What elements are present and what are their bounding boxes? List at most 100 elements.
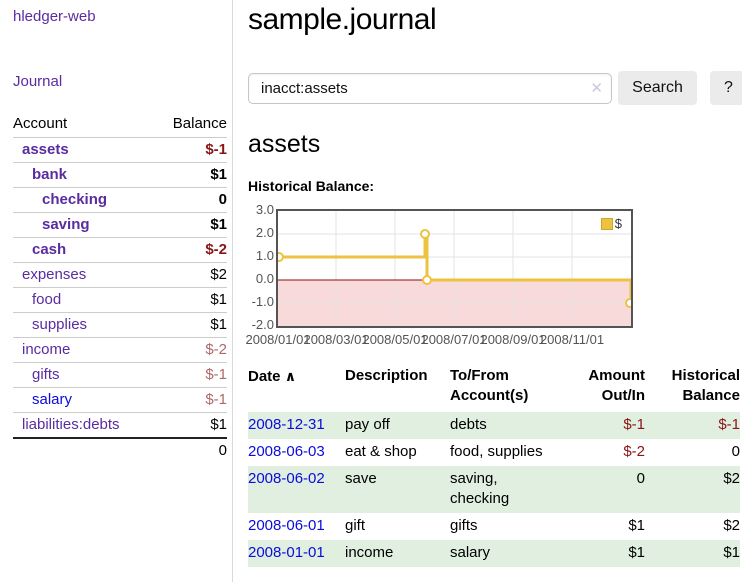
account-row: checking 0 [13, 187, 227, 213]
x-tick: 2008/07/01 [421, 332, 487, 347]
series-swatch-icon [600, 217, 613, 230]
transaction-accounts: saving, checking [450, 466, 560, 513]
y-tick: 3.0 [255, 202, 274, 217]
account-row: expenses $2 [13, 262, 227, 288]
sidebar-account-food[interactable]: food [32, 291, 62, 308]
chart-legend: $ [600, 216, 622, 231]
x-tick: 2008/05/01 [362, 332, 428, 347]
transaction-balance: $1 [645, 540, 740, 567]
account-row: gifts $-1 [13, 362, 227, 388]
transaction-description: pay off [345, 412, 450, 439]
account-row: saving $1 [13, 212, 227, 238]
transaction-amount: $-1 [560, 412, 645, 439]
search-bar: ✕ Search ? [248, 71, 742, 105]
transaction-description: save [345, 466, 450, 513]
balance-column-header: Balance [154, 111, 227, 138]
account-balance: $-2 [154, 337, 227, 363]
sidebar-account-gifts[interactable]: gifts [32, 366, 60, 383]
x-tick: 2008/03/01 [303, 332, 369, 347]
sidebar-account-supplies[interactable]: supplies [32, 316, 88, 333]
register-header-row: Date ∧ Description To/From Account(s) Am… [248, 364, 740, 412]
clear-search-icon[interactable]: ✕ [590, 79, 603, 97]
account-row: cash $-2 [13, 237, 227, 263]
y-tick: -2.0 [251, 317, 274, 332]
accounts-total-value: 0 [154, 437, 227, 463]
page-title: sample.journal [248, 3, 437, 36]
account-balance: $1 [154, 312, 227, 338]
account-balance: $-1 [154, 362, 227, 388]
account-row: assets $-1 [13, 137, 227, 163]
y-tick: -1.0 [251, 294, 274, 309]
account-balance: 0 [154, 187, 227, 213]
historical-balance-chart: 3.0 2.0 1.0 0.0 -1.0 -2.0 [245, 202, 728, 347]
transaction-amount: $1 [628, 517, 645, 534]
accounts-total-row: 0 [13, 437, 227, 463]
transaction-balance: 0 [731, 443, 740, 460]
transaction-date-link[interactable]: 2008-06-03 [248, 443, 325, 460]
transaction-description: gift [345, 517, 366, 534]
series-label: $ [614, 216, 622, 231]
search-input[interactable] [248, 72, 612, 104]
transaction-accounts: salary [450, 540, 560, 567]
transaction-date-link[interactable]: 2008-06-02 [248, 470, 325, 487]
search-button[interactable]: Search [618, 71, 697, 105]
account-row: liabilities:debts $1 [13, 412, 227, 439]
sidebar-item-journal[interactable]: Journal [13, 73, 63, 90]
account-heading: assets [248, 130, 321, 158]
account-balance: $1 [154, 162, 227, 188]
transaction-date-link[interactable]: 2008-06-01 [248, 517, 325, 534]
historical-column-header: Historical Balance [671, 367, 740, 404]
chart-title: Historical Balance: [248, 178, 375, 194]
transaction-row: 2008-06-02 save saving, checking 0 $2 [248, 466, 740, 513]
sort-asc-icon: ∧ [284, 368, 297, 384]
y-tick: 1.0 [255, 248, 274, 263]
sidebar-account-checking[interactable]: checking [42, 191, 108, 208]
transaction-description: eat & shop [345, 443, 417, 460]
account-balance: $1 [154, 212, 227, 238]
sidebar-account-assets[interactable]: assets [22, 141, 69, 158]
account-column-header: Account [13, 111, 155, 138]
transaction-date-link[interactable]: 2008-01-01 [248, 544, 325, 561]
account-balance: $1 [154, 412, 227, 439]
account-table-header: Account Balance [13, 111, 227, 138]
transaction-accounts: food, supplies [450, 443, 543, 460]
sidebar-account-cash[interactable]: cash [32, 241, 67, 258]
y-tick: 0.0 [255, 271, 274, 286]
transaction-balance: $2 [645, 466, 740, 513]
date-column-header[interactable]: Date ∧ [248, 368, 297, 385]
amount-column-header: Amount Out/In [588, 367, 645, 404]
transaction-description: income [345, 540, 450, 567]
description-column-header: Description [345, 367, 428, 384]
account-balance: $1 [154, 287, 227, 313]
help-button[interactable]: ? [710, 71, 742, 105]
transaction-date-link[interactable]: 2008-12-31 [248, 416, 325, 433]
account-row: food $1 [13, 287, 227, 313]
tofrom-column-header: To/From Account(s) [450, 367, 529, 404]
transaction-amount: $1 [560, 540, 645, 567]
chart-canvas [274, 211, 635, 326]
sidebar-account-liabilities-debts[interactable]: liabilities:debts [22, 416, 120, 433]
transaction-row: 2008-06-01 gift gifts $1 $2 [248, 513, 740, 540]
register-table: Date ∧ Description To/From Account(s) Am… [248, 364, 740, 567]
x-tick: 2008/09/01 [480, 332, 546, 347]
account-row: income $-2 [13, 337, 227, 363]
sidebar: hledger-web Journal Account Balance asse… [0, 0, 233, 582]
brand-link[interactable]: hledger-web [13, 8, 96, 25]
transaction-amount: $-2 [623, 443, 645, 460]
sidebar-account-salary[interactable]: salary [32, 391, 73, 408]
sidebar-account-bank[interactable]: bank [32, 166, 68, 183]
chart-plot-area[interactable]: $ [274, 209, 635, 328]
main-content: sample.journal ✕ Search ? assets Histori… [233, 0, 742, 582]
account-row: bank $1 [13, 162, 227, 188]
sidebar-account-income[interactable]: income [22, 341, 71, 358]
transaction-accounts: gifts [450, 517, 478, 534]
x-tick: 2008/01/01 [245, 332, 311, 347]
account-balance: $-1 [154, 137, 227, 163]
transaction-row: 2008-01-01 income salary $1 $1 [248, 540, 740, 567]
account-balance-table: Account Balance assets $-1 bank $1 check… [13, 111, 227, 463]
account-row: supplies $1 [13, 312, 227, 338]
sidebar-account-expenses[interactable]: expenses [22, 266, 87, 283]
sidebar-account-saving[interactable]: saving [42, 216, 90, 233]
transaction-amount: 0 [560, 466, 645, 513]
